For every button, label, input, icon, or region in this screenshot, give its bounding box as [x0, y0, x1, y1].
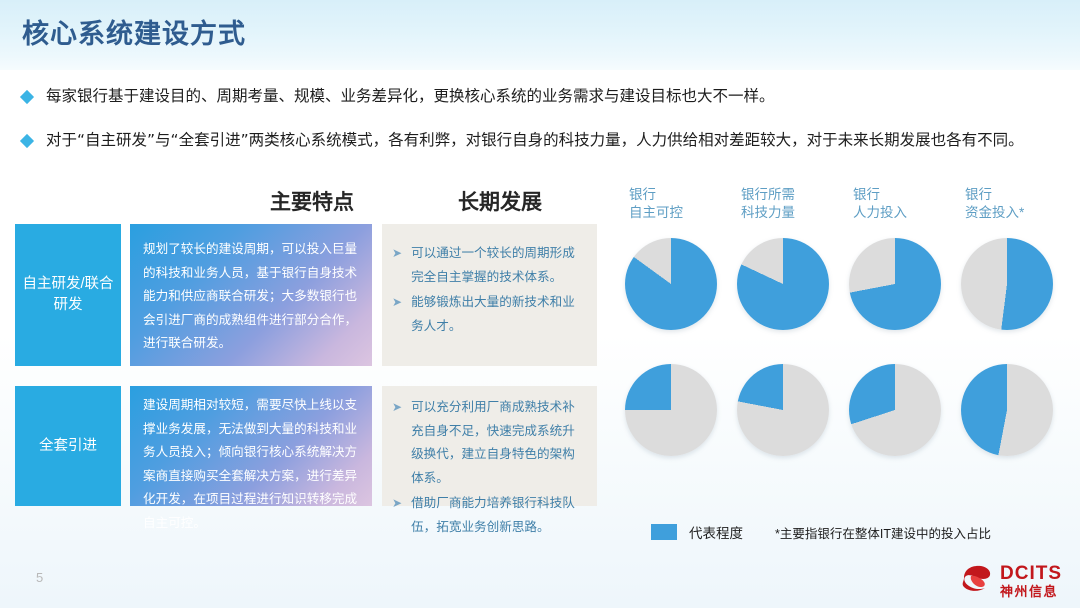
diamond-bullet-icon [19, 133, 35, 149]
table-row: 自主研发/联合研发 规划了较长的建设周期，可以投入巨量的科技和业务人员，基于银行… [15, 224, 597, 366]
diamond-bullet-icon [19, 89, 35, 105]
row-label-cell: 全套引进 [15, 386, 121, 506]
logo-cn-text: 神州信息 [1000, 583, 1059, 599]
pie-header-line2: 自主可控 [629, 205, 683, 220]
pie-chart [961, 238, 1053, 330]
row-longterm-cell: ➤ 可以充分利用厂商成熟技术补充自身不足，快速完成系统升级换代，建立自身特色的架… [382, 386, 597, 534]
pie-chart [737, 364, 829, 456]
pie-cell [615, 364, 727, 456]
row-feature-cell: 建设周期相对较短，需要尽快上线以支撑业务发展，无法做到大量的科技和业务人员投入；… [130, 386, 372, 530]
legend-swatch [651, 524, 677, 540]
pie-header-line1: 银行 [629, 187, 656, 202]
pie-cell [615, 238, 727, 330]
row-label-cell: 自主研发/联合研发 [15, 224, 121, 366]
logo-text: DCITS 神州信息 [1000, 564, 1062, 598]
arrow-bullet-icon: ➤ [392, 400, 403, 414]
legend-footnote: *主要指银行在整体IT建设中的投入占比 [775, 526, 991, 541]
arrow-bullet-icon: ➤ [392, 246, 403, 260]
list-item-text: 借助厂商能力培养银行科技队伍，拓宽业务创新思路。 [411, 496, 575, 534]
pie-header-line1: 银行 [965, 187, 992, 202]
row-longterm-cell: ➤ 可以通过一个较长的周期形成完全自主掌握的技术体系。 ➤ 能够锻炼出大量的新技… [382, 224, 597, 366]
pie-header-line1: 银行 [853, 187, 880, 202]
dcits-swirl-icon [960, 563, 994, 598]
list-item: ➤ 能够锻炼出大量的新技术和业务人才。 [390, 291, 587, 338]
list-item-text: 能够锻炼出大量的新技术和业务人才。 [411, 295, 575, 333]
pie-column-header: 银行 人力投入 [839, 186, 951, 222]
table-row: 全套引进 建设周期相对较短，需要尽快上线以支撑业务发展，无法做到大量的科技和业务… [15, 386, 597, 534]
column-header-feature: 主要特点 [270, 191, 354, 214]
pie-column-headers: 银行 自主可控 银行所需 科技力量 银行 人力投入 银行 资金投入* [615, 186, 1080, 222]
column-header-longterm: 长期发展 [458, 191, 542, 214]
pie-chart [849, 238, 941, 330]
intro-bullet-1: 每家银行基于建设目的、周期考量、规模、业务差异化，更换核心系统的业务需求与建设目… [19, 86, 775, 107]
intro-bullet-2-text: 对于“自主研发”与“全套引进”两类核心系统模式，各有利弊，对银行自身的科技力量，… [46, 131, 1024, 149]
pie-column-header: 银行所需 科技力量 [727, 186, 839, 222]
page-number: 5 [36, 570, 44, 585]
intro-bullet-2: 对于“自主研发”与“全套引进”两类核心系统模式，各有利弊，对银行自身的科技力量，… [19, 130, 1024, 151]
pie-column-header: 银行 资金投入* [951, 186, 1063, 222]
pie-cell [951, 364, 1063, 456]
pie-cell [951, 238, 1063, 330]
page-title: 核心系统建设方式 [22, 19, 246, 49]
row-feature-cell: 规划了较长的建设周期，可以投入巨量的科技和业务人员，基于银行自身技术能力和供应商… [130, 224, 372, 366]
arrow-bullet-icon: ➤ [392, 295, 403, 309]
pie-header-line2: 科技力量 [741, 205, 795, 220]
intro-bullet-1-text: 每家银行基于建设目的、周期考量、规模、业务差异化，更换核心系统的业务需求与建设目… [46, 87, 775, 105]
legend-label: 代表程度 [689, 526, 743, 541]
list-item-text: 可以充分利用厂商成熟技术补充自身不足，快速完成系统升级换代，建立自身特色的架构体… [411, 400, 575, 485]
pie-chart [625, 238, 717, 330]
pie-column-header: 银行 自主可控 [615, 186, 727, 222]
pie-chart-area: 银行 自主可控 银行所需 科技力量 银行 人力投入 银行 资金投入* [615, 186, 1080, 456]
company-logo: DCITS 神州信息 [960, 563, 1062, 598]
pie-header-line1: 银行所需 [741, 187, 795, 202]
list-item: ➤ 借助厂商能力培养银行科技队伍，拓宽业务创新思路。 [390, 492, 587, 539]
list-item: ➤ 可以通过一个较长的周期形成完全自主掌握的技术体系。 [390, 242, 587, 289]
pie-chart [849, 364, 941, 456]
logo-en-text: DCITS [1000, 562, 1062, 584]
pie-row-self-developed [615, 238, 1080, 330]
list-item: ➤ 可以充分利用厂商成熟技术补充自身不足，快速完成系统升级换代，建立自身特色的架… [390, 396, 587, 490]
pie-header-line2: 人力投入 [853, 205, 907, 220]
pie-row-full-import [615, 364, 1080, 456]
pie-header-line2: 资金投入* [965, 205, 1025, 220]
header-band [0, 0, 1080, 70]
pie-cell [839, 364, 951, 456]
list-item-text: 可以通过一个较长的周期形成完全自主掌握的技术体系。 [411, 246, 575, 284]
pie-chart [625, 364, 717, 456]
chart-legend: 代表程度 *主要指银行在整体IT建设中的投入占比 [651, 522, 991, 542]
pie-chart [737, 238, 829, 330]
pie-cell [727, 238, 839, 330]
pie-cell [839, 238, 951, 330]
pie-chart [961, 364, 1053, 456]
pie-cell [727, 364, 839, 456]
arrow-bullet-icon: ➤ [392, 496, 403, 510]
